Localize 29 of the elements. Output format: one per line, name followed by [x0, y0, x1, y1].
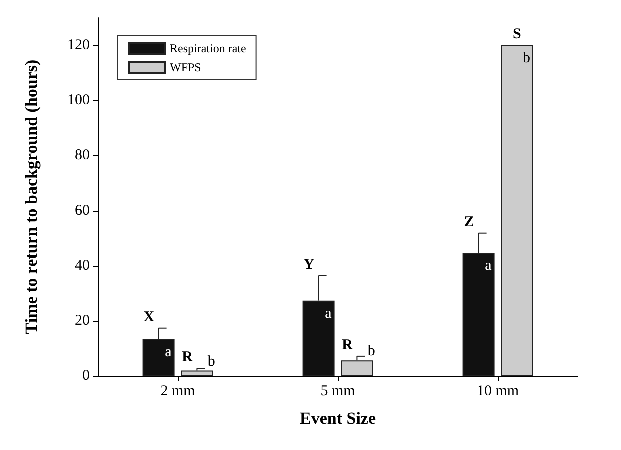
- x-tick-label: 2 mm: [160, 384, 196, 400]
- y-axis-title: Time to return to background (hours): [22, 60, 41, 334]
- annotation: a: [325, 306, 332, 322]
- annotation: b: [368, 344, 376, 360]
- y-tick-label: 100: [68, 92, 90, 109]
- annotation: a: [165, 344, 172, 360]
- annotation: a: [485, 258, 492, 274]
- y-tick-label: 60: [75, 202, 90, 219]
- annotation: Z: [464, 214, 474, 230]
- bar: [501, 46, 534, 376]
- x-axis-title: Event Size: [300, 409, 376, 428]
- y-tick-label: 20: [75, 312, 90, 329]
- annotation: b: [523, 50, 531, 67]
- y-tick-label: 80: [75, 148, 90, 164]
- bar: [341, 360, 374, 376]
- y-tick-label: 120: [68, 38, 90, 54]
- annotation: R: [182, 350, 194, 366]
- x-tick-label: 5 mm: [320, 384, 356, 400]
- legend-label: WFPS: [170, 60, 202, 74]
- bar: [181, 370, 214, 376]
- y-tick-label: 0: [82, 368, 90, 384]
- legend-label: Respiration rate: [170, 42, 246, 56]
- x-tick-label: 10 mm: [476, 384, 520, 400]
- annotation: b: [208, 354, 216, 370]
- annotation: R: [342, 337, 354, 354]
- annotation: Y: [304, 256, 315, 273]
- annotation: S: [513, 26, 522, 43]
- annotation: X: [144, 309, 155, 326]
- y-tick-label: 40: [75, 258, 90, 274]
